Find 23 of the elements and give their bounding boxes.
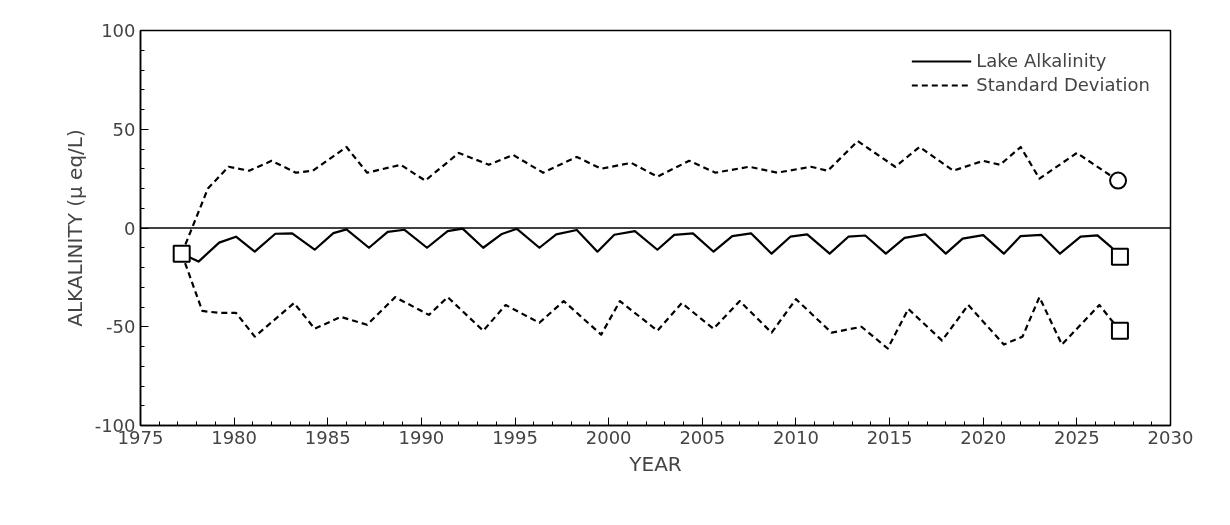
- x-tick-label: 1995: [492, 426, 538, 448]
- y-tick-label: -50: [106, 316, 136, 338]
- x-axis-title: YEAR: [628, 451, 682, 476]
- x-tick-label: 2000: [585, 426, 632, 448]
- point: [1110, 247, 1129, 266]
- x-tick-label: 2030: [1147, 426, 1194, 448]
- point: [1109, 171, 1128, 190]
- point: [172, 244, 191, 263]
- x-tick-label: 2005: [679, 426, 726, 448]
- y-tick-label: 100: [101, 20, 136, 41]
- x-tick-label: 2020: [960, 426, 1007, 448]
- y-tick-label: 50: [112, 118, 136, 140]
- point: [1110, 321, 1129, 340]
- legend-label: Standard Deviation: [976, 74, 1150, 95]
- legend-label: Lake Alkalinity: [976, 50, 1107, 71]
- x-tick-label: 2015: [866, 426, 913, 448]
- x-tick-label: 1980: [211, 426, 258, 448]
- x-tick-label: 1990: [398, 426, 445, 448]
- y-tick-label: 0: [124, 217, 136, 239]
- y-axis-title: ALKALINITY (μ eq/L): [62, 129, 87, 327]
- x-tick-label: 2010: [773, 426, 819, 448]
- x-tick-label: 1985: [304, 426, 351, 448]
- x-tick-label: 2025: [1053, 426, 1100, 448]
